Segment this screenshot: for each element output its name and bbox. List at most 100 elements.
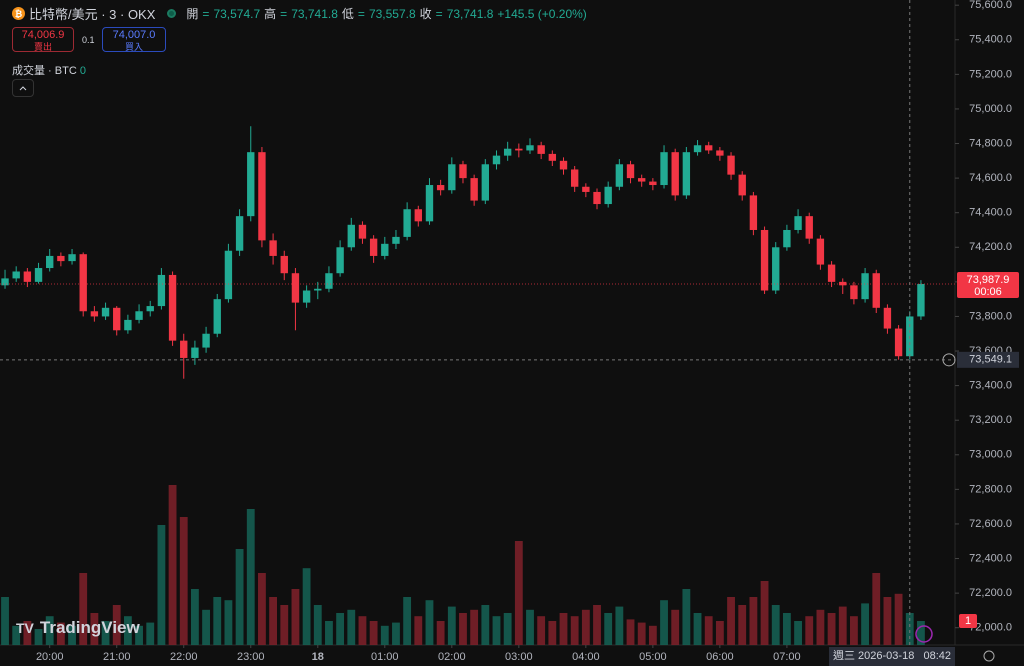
candle-body (23, 271, 32, 282)
candle-body (79, 254, 87, 312)
symbol[interactable]: 比特幣/美元 · 3 · OKX (29, 7, 156, 22)
volume-bar (693, 613, 702, 645)
open-value: 73,574.7 (213, 6, 261, 21)
volume-bar (403, 597, 412, 645)
volume-bar (648, 625, 657, 645)
candle-body (727, 155, 735, 175)
volume-bar (861, 603, 869, 645)
volume-bar (302, 568, 311, 645)
volume-bar (246, 509, 255, 645)
quantity[interactable]: 0.1 (82, 35, 95, 45)
candle-body (705, 145, 713, 151)
volume-bar (559, 613, 568, 645)
candle-body (760, 229, 769, 291)
volume-bar (90, 613, 99, 645)
volume-bar (392, 622, 400, 645)
candle-body (593, 191, 601, 205)
volume-label: 成交量 · BTC (12, 65, 77, 77)
candle-body (738, 174, 746, 196)
y-tick-label: 72,800.0 (969, 483, 1012, 495)
volume-bar (492, 616, 501, 645)
candle-body (269, 240, 277, 256)
candle-body (894, 328, 903, 357)
open-label: 開 (186, 7, 199, 21)
chevron (19, 86, 27, 91)
market-status (167, 9, 177, 18)
x-tick-label: 06:00 (706, 651, 734, 663)
logo-mark: TV (16, 620, 34, 636)
volume-bar (168, 485, 177, 645)
volume-bar (604, 613, 613, 645)
candle-body (291, 273, 300, 303)
y-tick-label: 73,400.0 (969, 380, 1012, 392)
candle-body (46, 255, 54, 269)
volume-bar (917, 621, 925, 645)
volume-bar (481, 605, 490, 645)
candle-body (448, 164, 456, 191)
volume-bar (436, 621, 445, 645)
sell-price: 74,006.9 (21, 29, 65, 41)
volume-bar (570, 616, 579, 645)
candle-body (604, 186, 612, 205)
candle-body (191, 347, 199, 358)
candle-body (559, 160, 568, 170)
volume-bar (380, 625, 389, 645)
candle-body (101, 307, 110, 317)
candle-body (325, 273, 333, 289)
candle-body (1, 278, 9, 286)
volume-bar (146, 622, 155, 645)
logo: TV TradingView (16, 618, 140, 638)
legend: ₿ 比特幣/美元 · 3 · OKX 開 = 73,574.7 高 = 73,741.8… (12, 4, 587, 23)
buy-button[interactable]: 74,007.0 買入 (102, 27, 166, 52)
add-alert-button (942, 353, 956, 367)
volume-bar (671, 609, 680, 645)
candle-body (537, 145, 545, 154)
volume-bar (581, 609, 590, 645)
candle-body (12, 271, 20, 279)
candle-body (805, 216, 813, 239)
candle-body (615, 164, 624, 187)
volume-bar (425, 600, 434, 645)
candle-body (369, 238, 378, 256)
volume-bar (112, 605, 121, 645)
sell-button[interactable]: 74,006.9 賣出 (12, 27, 74, 52)
volume-bar (414, 616, 423, 645)
volume-bar (123, 616, 132, 645)
y-tick-label: 75,000.0 (969, 103, 1012, 115)
candle-body (235, 216, 244, 251)
alert-badge-text: 1 (965, 615, 971, 627)
time: 08:42 (923, 650, 952, 662)
volume-bar (771, 605, 780, 645)
candle-body (548, 153, 557, 161)
volume-bar (503, 613, 512, 645)
x-tick-label: 21:00 (103, 651, 131, 663)
volume-bar (548, 621, 557, 645)
candle-body (381, 243, 389, 256)
candle-body (883, 307, 892, 329)
candle-body (515, 148, 523, 151)
settings-button (983, 650, 995, 662)
volume-bar (704, 616, 713, 645)
volume-bar (682, 589, 691, 645)
volume-bar (894, 593, 903, 645)
candle-body (526, 145, 534, 151)
candle-body (34, 268, 43, 282)
collapse-button[interactable] (12, 79, 34, 97)
volume-bar (179, 517, 188, 645)
volume-bar (872, 573, 881, 645)
volume-bar (794, 621, 802, 645)
last-price-badge (957, 271, 1019, 298)
candle-body (113, 307, 121, 331)
volume-bar (369, 621, 378, 645)
high-value: 73,741.8 (291, 6, 338, 21)
buy-price: 74,007.0 (112, 29, 156, 41)
candle-body (693, 145, 702, 153)
volume-bar (827, 613, 836, 645)
close-label: 收 (419, 7, 432, 21)
candle-body (135, 311, 143, 320)
volume-bar (135, 625, 143, 645)
candle-body (459, 164, 467, 179)
sell-label: 賣出 (33, 42, 52, 52)
candle-body (850, 285, 858, 300)
